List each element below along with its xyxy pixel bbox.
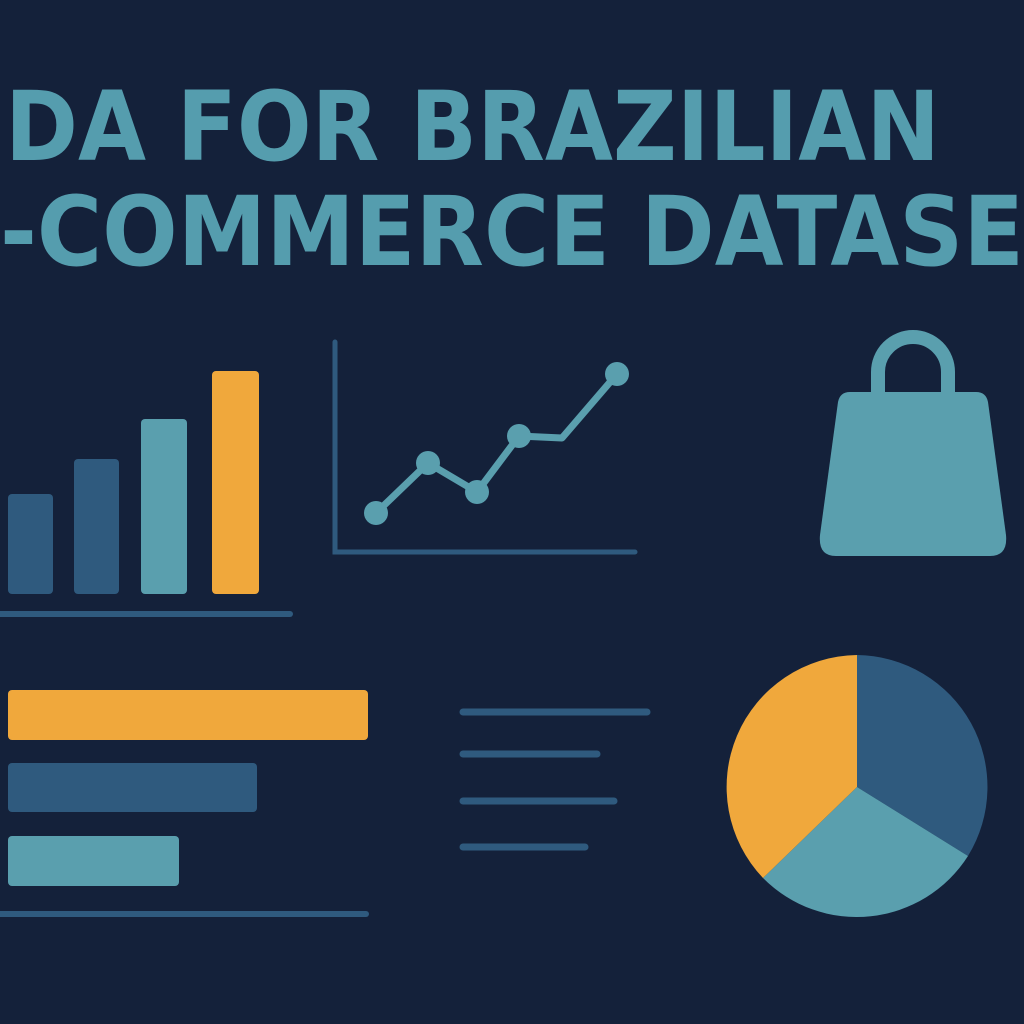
icon-hbar: [8, 763, 257, 812]
icon-dot: [416, 451, 440, 475]
icon-hbar: [8, 690, 368, 740]
icon-slice: [763, 787, 968, 918]
icon-axes: [332, 339, 638, 555]
title-line: -COMMERCE DATASE: [0, 176, 1024, 288]
icon-bar: [74, 459, 119, 594]
bag-handle: [871, 330, 955, 392]
icon-dot: [605, 362, 629, 386]
pie-icon: [726, 655, 988, 918]
title-line: DA FOR BRAZILIAN: [5, 71, 940, 183]
icon-dot: [507, 424, 531, 448]
icon-slice: [726, 655, 857, 878]
bar-chart-icon: [0, 371, 293, 617]
icon-line: [373, 371, 620, 516]
icon-bar: [8, 494, 53, 594]
icon-hbar: [8, 836, 179, 886]
text-lines-icon: [459, 708, 651, 851]
icon-bar: [141, 419, 187, 594]
shopping-bag-icon: [819, 330, 1007, 556]
icon-slice: [857, 655, 988, 856]
icon-bar: [212, 371, 259, 594]
horizontal-bar-icon: [0, 690, 369, 917]
line-chart-icon: [332, 339, 638, 555]
icon-dot: [364, 501, 388, 525]
bag-body: [819, 392, 1007, 556]
icon-dot: [465, 480, 489, 504]
